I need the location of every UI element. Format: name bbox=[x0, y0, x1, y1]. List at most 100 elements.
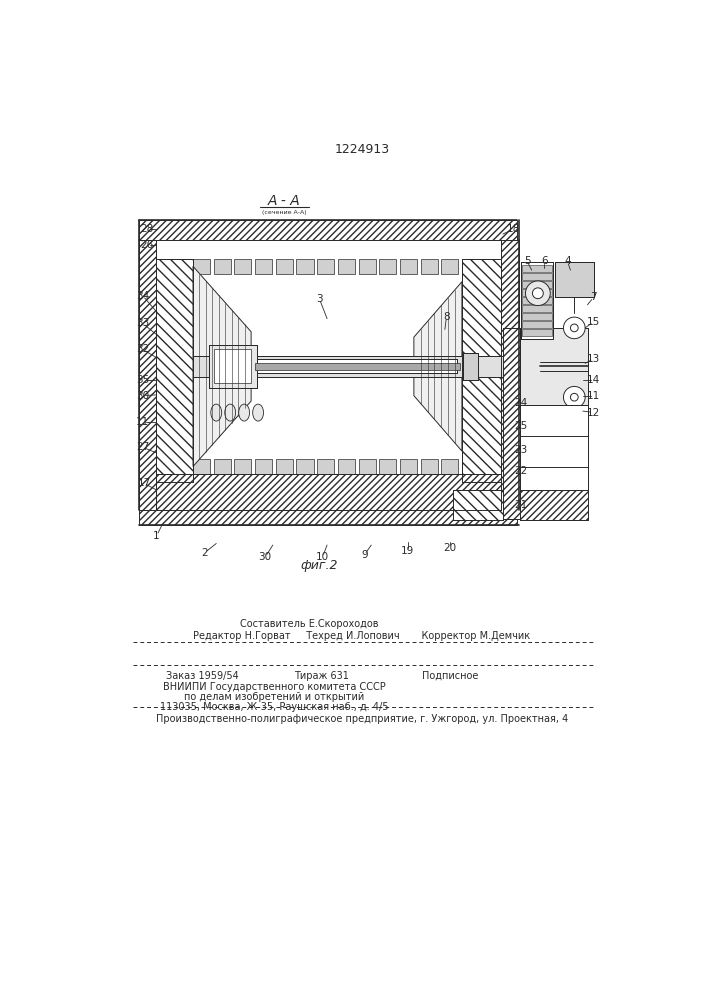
Text: 20: 20 bbox=[443, 543, 456, 553]
Text: 3: 3 bbox=[316, 294, 322, 304]
Circle shape bbox=[525, 281, 550, 306]
Bar bbox=[235, 259, 252, 274]
Bar bbox=[296, 459, 313, 474]
Bar bbox=[209, 345, 257, 388]
Bar bbox=[358, 259, 375, 274]
Text: фиг.2: фиг.2 bbox=[300, 559, 338, 572]
Bar bbox=[521, 262, 554, 339]
Bar bbox=[235, 459, 252, 474]
Circle shape bbox=[571, 393, 578, 401]
Ellipse shape bbox=[211, 404, 222, 421]
Bar bbox=[522, 305, 552, 312]
Polygon shape bbox=[414, 282, 462, 451]
Circle shape bbox=[563, 417, 585, 439]
Bar bbox=[520, 405, 588, 490]
Text: 27: 27 bbox=[136, 442, 149, 452]
Text: 5: 5 bbox=[524, 256, 530, 266]
Text: 30: 30 bbox=[136, 391, 149, 401]
Bar bbox=[255, 359, 457, 373]
Bar bbox=[214, 459, 230, 474]
Polygon shape bbox=[193, 266, 251, 466]
Text: 10: 10 bbox=[316, 552, 329, 562]
Text: 11: 11 bbox=[587, 391, 600, 401]
Bar bbox=[156, 474, 501, 510]
Bar bbox=[441, 259, 458, 274]
Bar bbox=[276, 259, 293, 274]
Text: 113035, Москва, Ж-35, Раушская наб., д. 4/5: 113035, Москва, Ж-35, Раушская наб., д. … bbox=[160, 702, 389, 712]
Text: 22: 22 bbox=[514, 466, 527, 476]
Bar bbox=[255, 259, 272, 274]
Text: 1224913: 1224913 bbox=[334, 143, 390, 156]
Text: 12: 12 bbox=[587, 408, 600, 418]
Ellipse shape bbox=[225, 404, 235, 421]
Text: 24: 24 bbox=[514, 398, 527, 408]
Circle shape bbox=[563, 386, 585, 408]
Bar bbox=[522, 321, 552, 328]
Text: A - A: A - A bbox=[268, 194, 300, 208]
Text: 2: 2 bbox=[201, 548, 208, 558]
Text: Составитель Е.Скороходов: Составитель Е.Скороходов bbox=[240, 619, 378, 629]
Bar bbox=[520, 328, 588, 519]
Bar bbox=[379, 259, 397, 274]
Bar bbox=[522, 329, 552, 336]
Bar bbox=[156, 259, 193, 482]
Text: 28: 28 bbox=[140, 224, 153, 234]
Text: по делам изобретений и открытий: по делам изобретений и открытий bbox=[185, 692, 365, 702]
Text: 17: 17 bbox=[138, 478, 151, 488]
Bar bbox=[317, 459, 334, 474]
Text: 32: 32 bbox=[136, 344, 149, 354]
Bar bbox=[358, 459, 375, 474]
Text: (сечение А-А): (сечение А-А) bbox=[262, 210, 307, 215]
Bar bbox=[521, 262, 554, 339]
Bar bbox=[522, 281, 552, 288]
Bar bbox=[193, 356, 540, 377]
Text: Редактор Н.Горват     Техред И.Лопович       Корректор М.Демчик: Редактор Н.Горват Техред И.Лопович Корре… bbox=[194, 631, 530, 641]
Text: 25: 25 bbox=[514, 421, 527, 431]
Bar bbox=[522, 297, 552, 304]
Text: 7: 7 bbox=[590, 292, 597, 302]
Bar bbox=[296, 259, 313, 274]
Bar bbox=[555, 262, 594, 297]
Bar bbox=[139, 220, 517, 240]
Bar bbox=[139, 240, 156, 510]
Text: 30: 30 bbox=[259, 552, 271, 562]
Text: 13: 13 bbox=[587, 354, 600, 364]
Bar bbox=[522, 289, 552, 296]
Text: Производственно-полиграфическое предприятие, г. Ужгород, ул. Проектная, 4: Производственно-полиграфическое предприя… bbox=[156, 714, 568, 724]
Bar bbox=[338, 459, 355, 474]
Bar bbox=[441, 459, 458, 474]
Circle shape bbox=[571, 424, 578, 432]
Text: 34: 34 bbox=[136, 291, 149, 301]
Text: 15: 15 bbox=[587, 317, 600, 327]
Bar bbox=[400, 259, 417, 274]
Text: 4: 4 bbox=[564, 256, 571, 266]
Bar bbox=[214, 349, 251, 383]
Bar bbox=[255, 359, 457, 373]
Bar bbox=[193, 459, 210, 474]
Bar bbox=[193, 356, 540, 377]
Text: 18: 18 bbox=[506, 224, 520, 234]
Bar bbox=[520, 405, 588, 490]
Bar bbox=[156, 240, 501, 510]
Text: 14: 14 bbox=[587, 375, 600, 385]
Bar bbox=[421, 259, 438, 274]
Bar bbox=[522, 265, 552, 272]
Text: 33: 33 bbox=[136, 318, 149, 328]
Bar bbox=[193, 259, 210, 274]
Bar bbox=[520, 490, 588, 520]
Text: 6: 6 bbox=[541, 256, 547, 266]
Text: Подписное: Подписное bbox=[421, 671, 478, 681]
Bar bbox=[255, 363, 460, 370]
Bar bbox=[452, 490, 503, 520]
Text: 21: 21 bbox=[514, 500, 527, 510]
Bar bbox=[503, 328, 520, 519]
Bar bbox=[520, 328, 588, 519]
Text: 8: 8 bbox=[443, 312, 450, 322]
Bar bbox=[255, 459, 272, 474]
Bar bbox=[400, 459, 417, 474]
Circle shape bbox=[571, 324, 578, 332]
Text: ВНИИПИ Государственного комитета СССР: ВНИИПИ Государственного комитета СССР bbox=[163, 682, 386, 692]
Bar bbox=[338, 259, 355, 274]
Bar bbox=[379, 459, 397, 474]
Bar bbox=[522, 313, 552, 320]
